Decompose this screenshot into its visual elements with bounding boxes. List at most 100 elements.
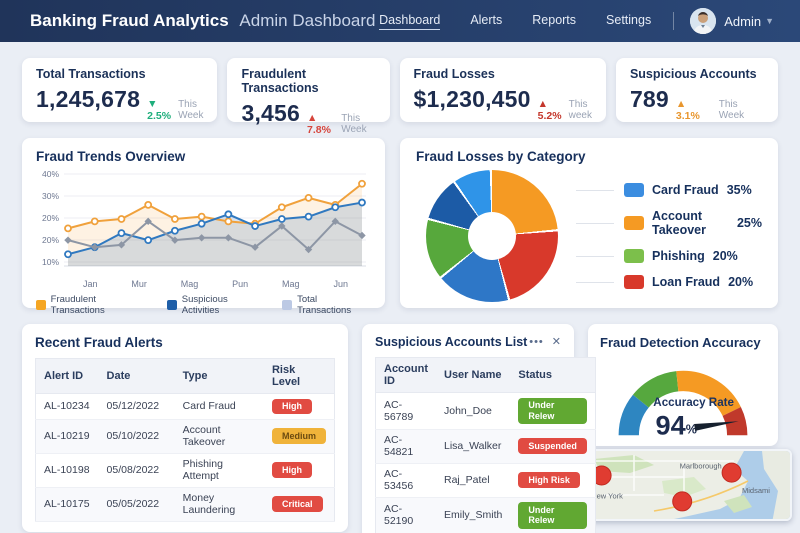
data-point (358, 231, 366, 240)
date-cell: 05/10/2022 (98, 419, 175, 454)
kpi-row: Total Transactions 1,245,678 ▼ 2.5% This We… (22, 58, 779, 136)
alert-id-cell: AL-10198 (35, 453, 99, 488)
nav-item-alerts[interactable]: Alerts (470, 13, 503, 27)
status-badge: Critical (271, 496, 323, 513)
table-row[interactable]: AC-54821 Lisa_Walker Suspended (375, 429, 596, 464)
trend-up-icon: ▲ 5.2% (537, 98, 562, 122)
gauge-value: 94% (656, 409, 697, 440)
fraud-alerts-table: Alert ID Date Type Risk Level AL-10234 05/12/… (35, 358, 335, 522)
y-axis-tick: 20% (42, 235, 59, 245)
accounts-title: Suspicious Accounts List (375, 335, 528, 349)
data-point (144, 236, 153, 245)
data-point (277, 215, 286, 223)
trend-up-icon: ▲ 3.1% (675, 98, 700, 122)
nav-item-dashboard[interactable]: Dashboard (379, 13, 441, 30)
legend-connector-line (576, 281, 614, 283)
kpi-title: Fraudulent Transactions (241, 67, 319, 95)
user-name-cell: Lisa_Walker (436, 429, 511, 464)
kpi-value: $1,230,450 (413, 86, 531, 112)
data-point (117, 229, 126, 237)
account-id-cell: AC-52190 (375, 497, 436, 533)
map-label-midsami: Midsami (742, 486, 770, 495)
y-axis-tick: 40% (42, 169, 59, 179)
nav-item-settings[interactable]: Settings (606, 13, 652, 27)
fraud-detection-accuracy-card: Fraud Detection Accuracy Accuracy Rate 9… (588, 324, 778, 446)
type-cell: Account Takeover (174, 419, 264, 454)
status-badge: High (271, 398, 312, 415)
close-icon[interactable]: ✕ (551, 335, 561, 348)
data-point (117, 241, 126, 249)
user-avatar[interactable] (690, 8, 717, 34)
kpi-value: 3,456 (241, 100, 301, 126)
x-axis-label: Jun (333, 279, 348, 289)
user-name-cell: Emily_Smith (436, 497, 511, 533)
type-cell: Money Laundering (174, 487, 264, 522)
app-title-bold: Banking Fraud Analytics (30, 11, 229, 30)
data-point (304, 212, 313, 221)
category-legend-item-card-fraud[interactable]: Card Fraud 35% (576, 183, 762, 197)
status-badge: High (271, 462, 312, 479)
gauge-title: Fraud Detection Accuracy (600, 335, 761, 350)
legend-value: 20% (728, 275, 754, 289)
table-row[interactable]: AL-10234 05/12/2022 Card Fraud High (35, 393, 335, 420)
kpi-period: This Week (718, 99, 745, 121)
alert-id-cell: AL-10175 (35, 487, 99, 522)
table-row[interactable]: AL-10198 05/08/2022 Phishing Attempt High (35, 453, 335, 488)
fraud-trends-line-chart: 40% 30% 20% 20% 10% (42, 169, 366, 267)
data-point (197, 219, 206, 228)
legend-item-fraudulent-transactions[interactable]: Fraudulent Transactions (36, 294, 149, 316)
alert-id-cell: AL-10219 (35, 419, 99, 454)
column-header-user-name: User Name (436, 357, 511, 393)
more-menu-icon[interactable]: ••• (529, 335, 544, 348)
date-cell: 05/12/2022 (98, 393, 175, 420)
table-row[interactable]: AL-10175 05/05/2022 Money Laundering Critic… (35, 487, 335, 522)
badge-cell: High (263, 453, 335, 488)
gauge-segment (722, 406, 748, 436)
category-legend-item-phishing[interactable]: Phishing 20% (576, 249, 762, 263)
data-point (358, 198, 366, 207)
table-row[interactable]: AC-52190 Emily_Smith Under Relew (375, 497, 596, 533)
legend-connector-line (576, 255, 614, 257)
fraud-trends-card: Fraud Trends Overview 40% 30% 20% 20% 10% Ja… (22, 138, 385, 316)
x-axis-label: Mag (180, 279, 199, 289)
legend-item-total-transactions[interactable]: Total Transactions (282, 294, 371, 316)
legend-label: Account Takeover (652, 209, 706, 237)
app-title-subtitle: Admin Dashboard (239, 11, 376, 30)
table-row[interactable]: AL-10219 05/10/2022 Account Takeover Medium (35, 419, 335, 454)
category-legend-item-loan-fraud[interactable]: Loan Fraud 20% (576, 275, 762, 289)
table-row[interactable]: AC-53456 Raj_Patel High Risk (375, 463, 596, 498)
chevron-down-icon[interactable]: ▼ (765, 16, 774, 26)
data-point (251, 243, 259, 251)
date-cell: 05/08/2022 (98, 453, 175, 488)
kpi-value: 789 (629, 86, 669, 112)
category-legend-item-account-takeover[interactable]: Account Takeover 25% (576, 209, 762, 237)
trends-x-axis-labels: Jan Mur Mag Pun Mag Jun (36, 279, 371, 289)
data-point (64, 224, 72, 233)
category-legend: Card Fraud 35% Account Takeover 25% Phishing… (576, 183, 762, 289)
kpi-period: This Week (341, 113, 367, 135)
fraud-location-marker[interactable] (721, 462, 742, 483)
legend-connector-line (576, 189, 614, 191)
y-axis-tick: 10% (42, 257, 59, 267)
status-badge: Under Relew (518, 502, 587, 529)
kpi-value: 1,245,678 (36, 86, 141, 112)
kpi-card-total-transactions: Total Transactions 1,245,678 ▼ 2.5% This We… (22, 58, 218, 122)
accuracy-gauge-chart: Accuracy Rate 94% (618, 370, 748, 440)
trend-up-icon: ▲ 7.8% (307, 112, 331, 136)
fraud-location-marker[interactable] (672, 491, 693, 512)
map-label-new-york: New York (591, 492, 623, 501)
account-id-cell: AC-56789 (375, 392, 436, 430)
data-point (90, 217, 99, 226)
kpi-card-fraudulent-transactions: Fraudulent Transactions 3,456 ▲ 7.8% This W… (227, 58, 390, 136)
column-header-risk-level: Risk Level (263, 358, 335, 394)
data-point (171, 226, 179, 235)
column-header-date: Date (98, 358, 175, 394)
status-badge: Under Relew (518, 397, 587, 425)
data-point (224, 217, 233, 226)
nav-item-reports[interactable]: Reports (532, 13, 577, 27)
table-row[interactable]: AC-56789 John_Doe Under Relew (375, 392, 596, 430)
data-point (304, 193, 313, 202)
legend-item-suspicious-activities[interactable]: Suspicious Activities (167, 294, 264, 316)
legend-value: 20% (712, 249, 738, 263)
user-name[interactable]: Admin (724, 13, 762, 29)
